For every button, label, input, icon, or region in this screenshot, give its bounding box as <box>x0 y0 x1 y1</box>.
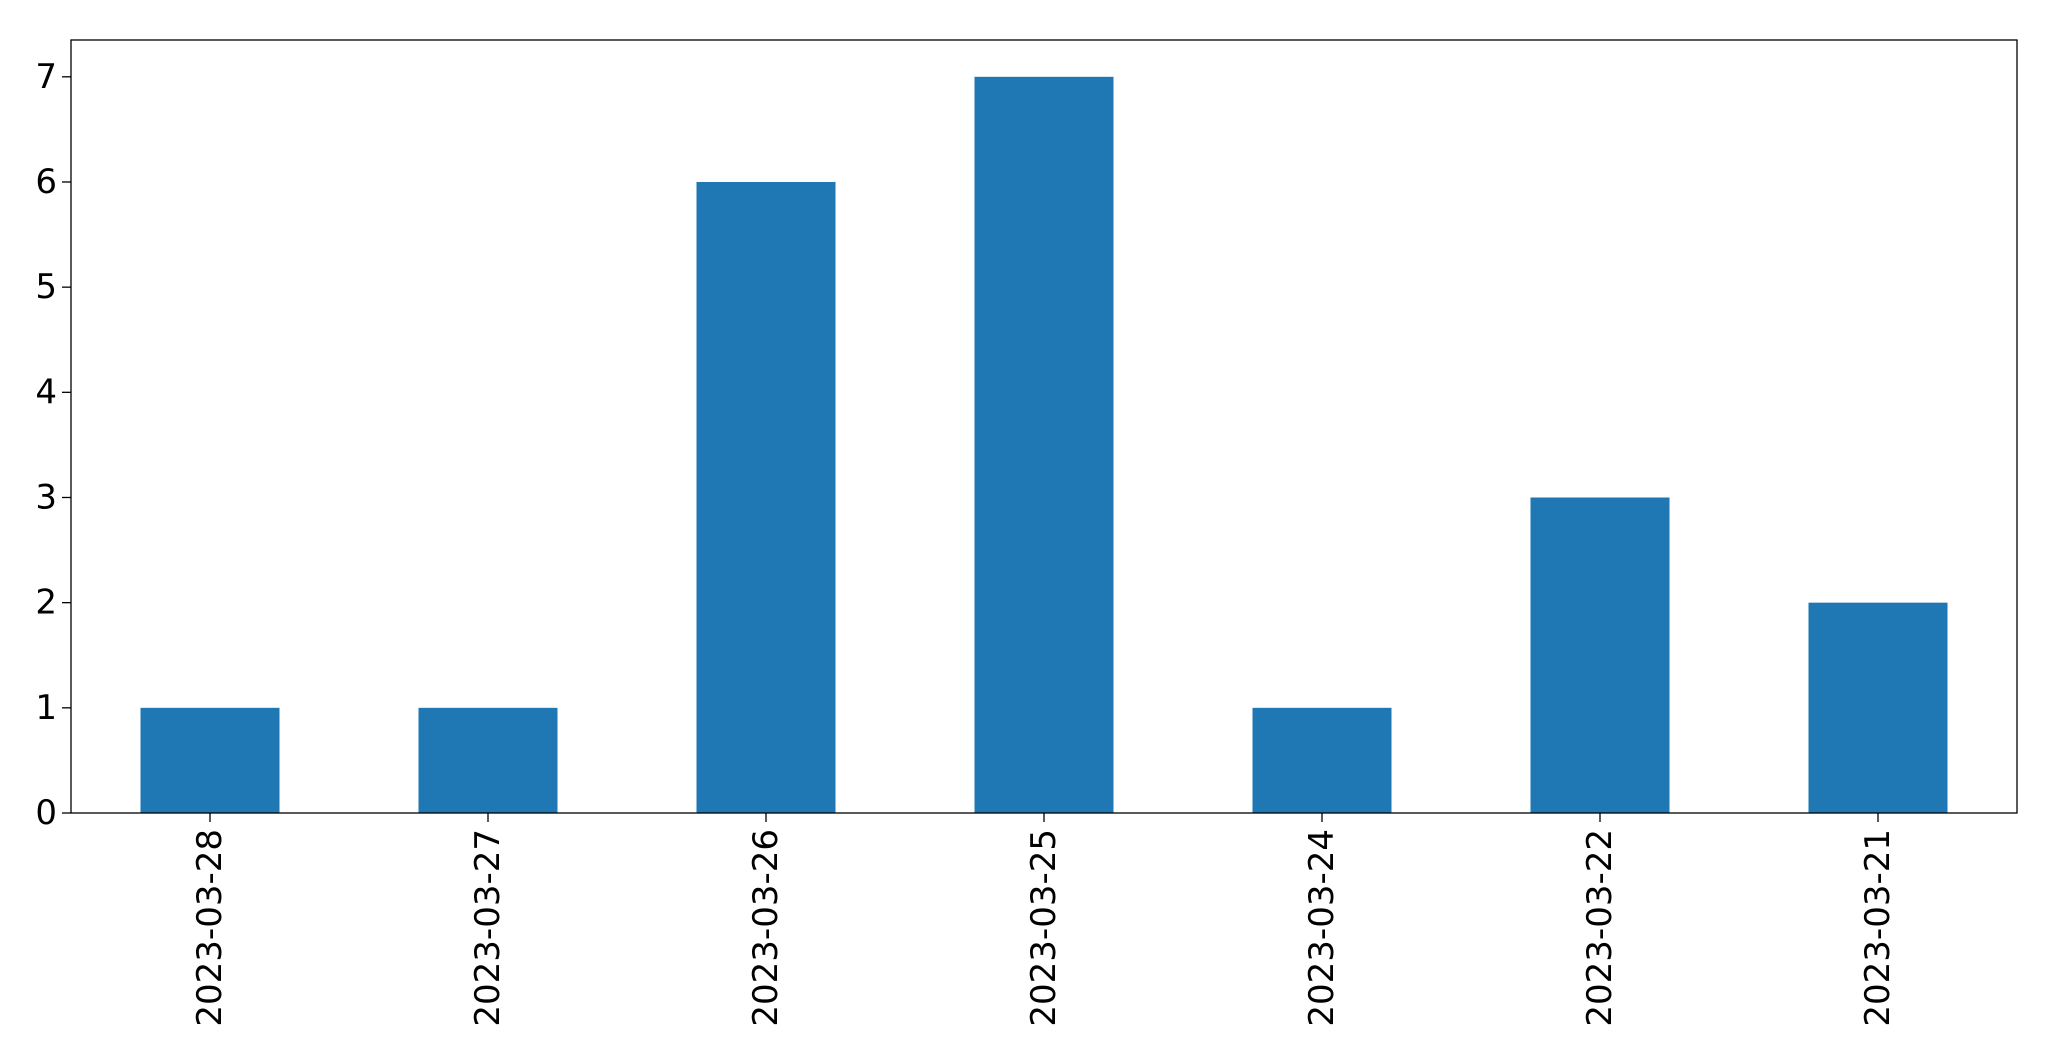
x-tick-label: 2023-03-25 <box>1024 829 1064 1027</box>
x-tick-label: 2023-03-22 <box>1580 829 1620 1027</box>
bar-2023-03-25 <box>974 76 1114 814</box>
bar-2023-03-26 <box>696 181 836 813</box>
x-tick-label: 2023-03-27 <box>468 829 508 1027</box>
bar-2023-03-27 <box>418 707 558 813</box>
x-tick-label: 2023-03-24 <box>1302 829 1342 1027</box>
bar-2023-03-22 <box>1530 497 1670 813</box>
y-axis: 0 1 2 3 4 5 6 7 <box>35 57 71 833</box>
bar-2023-03-28 <box>140 707 280 813</box>
x-tick-label: 2023-03-28 <box>190 829 230 1027</box>
plot-frame <box>70 39 2018 814</box>
y-tick-label: 5 <box>35 267 57 307</box>
y-tick-label: 6 <box>35 162 57 202</box>
y-tick-label: 0 <box>35 793 57 833</box>
x-axis: 2023-03-28 2023-03-27 2023-03-26 2023-03-25… <box>190 813 1898 1027</box>
bar-2023-03-24 <box>1252 707 1392 813</box>
y-tick-label: 4 <box>35 372 57 412</box>
y-tick-label: 7 <box>35 57 57 97</box>
bars-group <box>140 76 1948 814</box>
bar-2023-03-21 <box>1808 602 1948 813</box>
x-tick-label: 2023-03-26 <box>746 829 786 1027</box>
y-tick-label: 3 <box>35 477 57 517</box>
y-tick-label: 2 <box>35 583 57 623</box>
x-tick-label: 2023-03-21 <box>1858 829 1898 1027</box>
y-tick-label: 1 <box>35 688 57 728</box>
